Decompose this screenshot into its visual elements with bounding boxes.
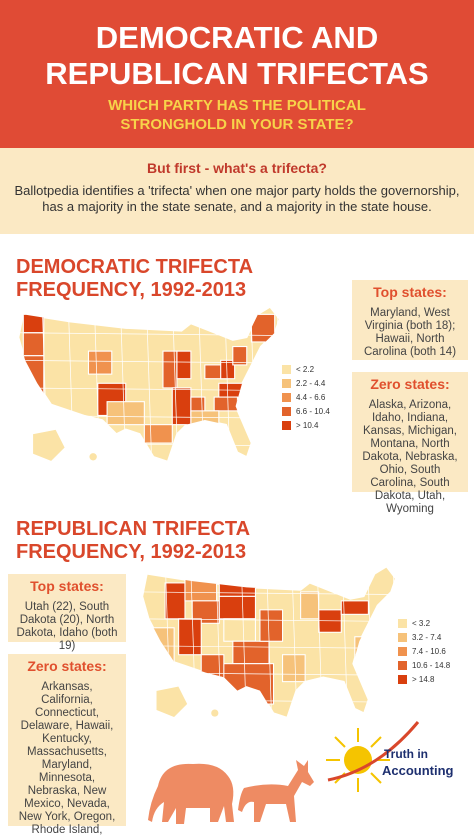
- box-text: Arkansas, California, Connecticut, Delaw…: [18, 681, 116, 835]
- box-text: Maryland, West Virginia (both 18); Hawai…: [363, 307, 457, 358]
- box-text: Utah (22), South Dakota (20), North Dako…: [16, 601, 118, 652]
- legend-swatch: [398, 632, 407, 642]
- box-heading: Top states:: [373, 284, 447, 300]
- state: [22, 313, 45, 334]
- legend-swatch: [282, 392, 291, 402]
- intro-band: [0, 148, 474, 234]
- logo: Truth in Accounting: [326, 721, 454, 792]
- hawaii: [89, 453, 97, 461]
- state: [178, 618, 202, 656]
- map-group: [17, 306, 281, 463]
- intro-text: Ballotpedia identifies a 'trifecta' when…: [14, 183, 460, 214]
- legend-item: > 14.8: [398, 672, 450, 686]
- legend-label: 7.4 - 10.6: [412, 646, 446, 656]
- state: [259, 609, 284, 642]
- legend-item: 10.6 - 14.8: [398, 658, 450, 672]
- legend-swatch: [282, 406, 291, 416]
- legend-swatch: [398, 674, 407, 684]
- box-text: Alaska, Arizona, Idaho, Indiana, Kansas,…: [362, 399, 458, 515]
- state-border: [18, 387, 280, 392]
- state-border: [142, 618, 396, 622]
- legend-item: < 3.2: [398, 616, 450, 630]
- legend-swatch: [398, 618, 407, 628]
- map-group: [141, 565, 397, 719]
- elephant: [148, 763, 234, 824]
- donkey: [238, 760, 314, 822]
- state: [200, 654, 225, 683]
- state: [218, 595, 256, 620]
- state: [300, 591, 320, 620]
- legend: < 2.2 2.2 - 4.4 4.4 - 6.6 6.6 - 10.4 > 10.4: [282, 362, 330, 432]
- us-map: [141, 565, 397, 719]
- legend-item: < 2.2: [282, 362, 330, 376]
- info-box: Zero states: Arkansas, California, Conne…: [8, 654, 126, 835]
- us-map: [17, 306, 281, 463]
- info-box: Top states: Utah (22), South Dakota (20)…: [8, 574, 126, 652]
- state: [340, 600, 369, 615]
- state: [220, 359, 236, 380]
- state: [232, 345, 248, 366]
- legend-label: 4.4 - 6.6: [296, 392, 326, 402]
- state: [223, 618, 256, 642]
- section-title: REPUBLICAN TRIFECTA FREQUENCY, 1992-2013: [16, 518, 250, 563]
- state: [232, 640, 270, 665]
- box-heading: Zero states:: [370, 376, 450, 392]
- party-animals: [148, 760, 314, 824]
- state: [184, 573, 218, 602]
- legend-label: > 14.8: [412, 674, 435, 684]
- title: DEMOCRATIC AND REPUBLICAN TRIFECTAS: [45, 20, 429, 91]
- state-border: [392, 566, 396, 718]
- box-heading: Top states:: [30, 578, 104, 594]
- alaska: [155, 685, 189, 719]
- hawaii: [211, 709, 219, 717]
- state: [190, 410, 220, 430]
- box-heading: Zero states:: [27, 658, 107, 674]
- state: [22, 355, 45, 403]
- intro-heading: But first - what's a trifecta?: [147, 160, 327, 176]
- legend-item: 2.2 - 4.4: [282, 376, 330, 390]
- logo-sun: [326, 721, 420, 792]
- section-title: DEMOCRATIC TRIFECTA FREQUENCY, 1992-2013: [16, 256, 253, 301]
- header-band: [0, 0, 474, 148]
- legend-swatch: [282, 420, 291, 430]
- state: [106, 401, 145, 426]
- state: [143, 424, 173, 444]
- state: [176, 350, 192, 380]
- state: [250, 313, 276, 343]
- logo-text: Truth in: [384, 747, 428, 761]
- legend-item: 4.4 - 6.6: [282, 390, 330, 404]
- state: [218, 663, 275, 705]
- legend-label: > 10.4: [296, 420, 319, 430]
- legend-label: 3.2 - 7.4: [412, 632, 442, 642]
- legend-label: 2.2 - 4.4: [296, 378, 326, 388]
- legend-label: < 2.2: [296, 364, 315, 374]
- legend: < 3.2 3.2 - 7.4 7.4 - 10.6 10.6 - 14.8 > 14.…: [398, 616, 450, 686]
- legend-item: > 10.4: [282, 418, 330, 432]
- legend-item: 7.4 - 10.6: [398, 644, 450, 658]
- state-border: [276, 307, 280, 462]
- legend-label: 6.6 - 10.4: [296, 406, 330, 416]
- legend-swatch: [398, 646, 407, 656]
- legend-swatch: [398, 660, 407, 670]
- subtitle: WHICH PARTY HAS THE POLITICAL STRONGHOLD…: [108, 97, 366, 133]
- info-box: Top states: Maryland, West Virginia (bot…: [352, 280, 468, 360]
- state: [171, 387, 192, 426]
- state: [282, 654, 306, 683]
- legend-swatch: [282, 364, 291, 374]
- state-border: [18, 359, 280, 364]
- info-box: Zero states: Alaska, Arizona, Idaho, Ind…: [352, 372, 468, 515]
- state: [164, 582, 186, 620]
- alaska: [32, 428, 66, 462]
- legend-swatch: [282, 378, 291, 388]
- legend-item: 6.6 - 10.4: [282, 404, 330, 418]
- state: [87, 350, 113, 375]
- state: [213, 396, 239, 412]
- legend-label: < 3.2: [412, 618, 431, 628]
- state-border: [142, 645, 396, 649]
- legend-item: 3.2 - 7.4: [398, 630, 450, 644]
- state: [22, 332, 45, 357]
- legend-label: 10.6 - 14.8: [412, 660, 451, 670]
- logo-text: Accounting: [382, 763, 454, 778]
